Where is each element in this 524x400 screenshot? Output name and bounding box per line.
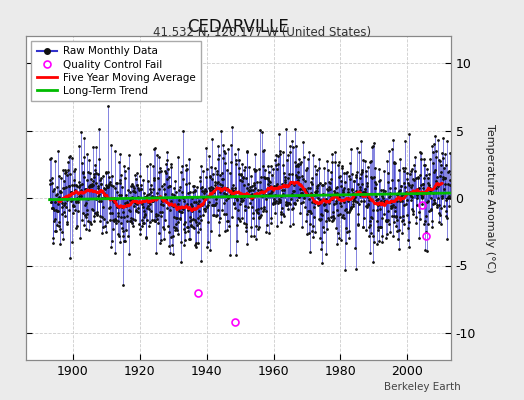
Title: CEDARVILLE: CEDARVILLE — [188, 18, 289, 36]
Legend: Raw Monthly Data, Quality Control Fail, Five Year Moving Average, Long-Term Tren: Raw Monthly Data, Quality Control Fail, … — [31, 41, 201, 101]
Text: Berkeley Earth: Berkeley Earth — [385, 382, 461, 392]
Text: 41.532 N, 120.177 W (United States): 41.532 N, 120.177 W (United States) — [153, 26, 371, 39]
Y-axis label: Temperature Anomaly (°C): Temperature Anomaly (°C) — [485, 124, 495, 272]
